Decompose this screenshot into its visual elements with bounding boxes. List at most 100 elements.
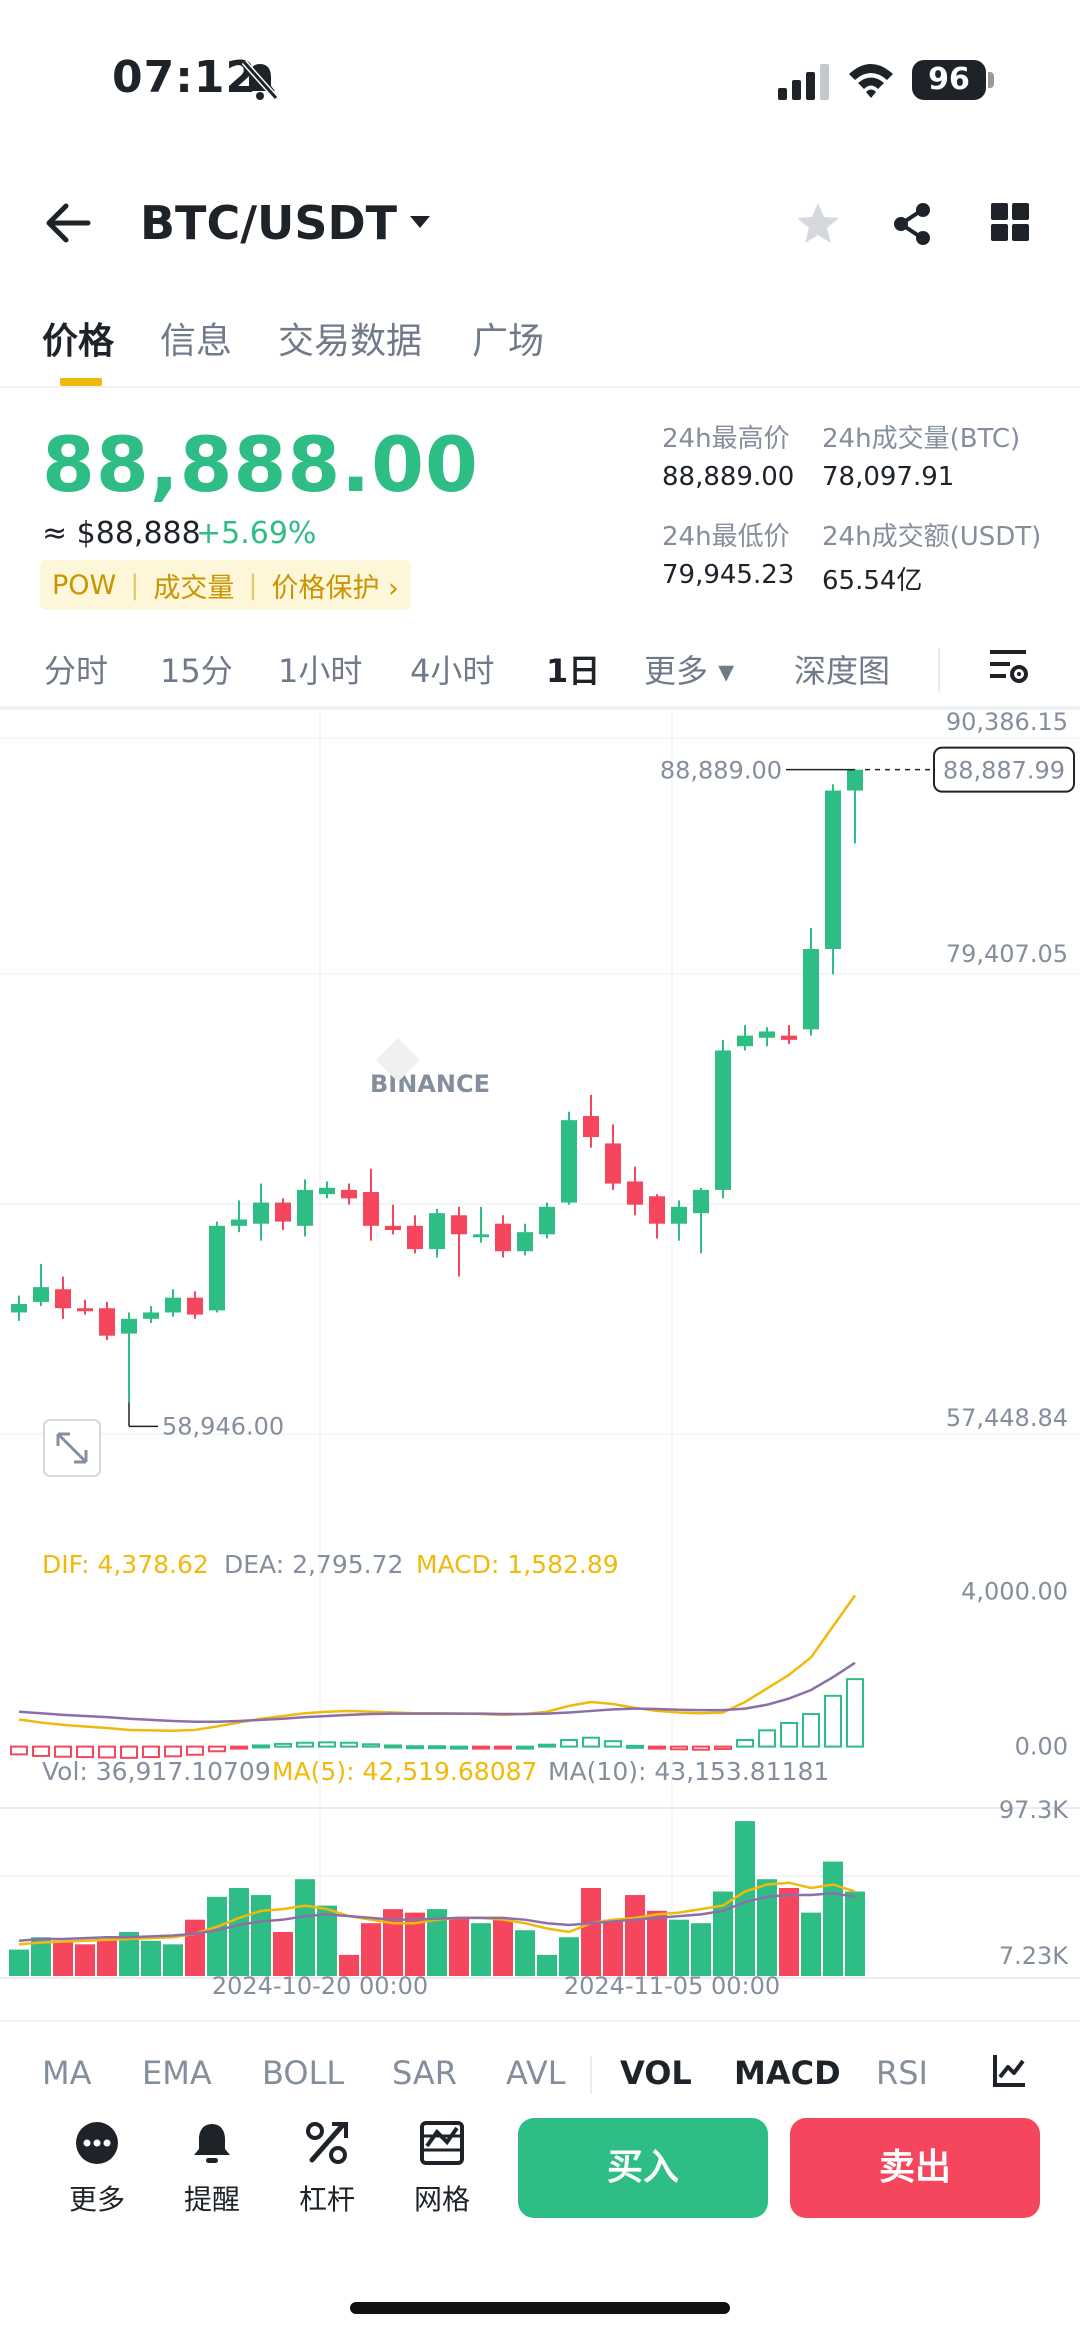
candle-body (451, 1215, 467, 1235)
sell-button[interactable]: 卖出 (790, 2118, 1040, 2218)
interval-4h[interactable]: 4小时 (410, 652, 495, 690)
tag-strip[interactable]: POW | 成交量 | 价格保护 › (40, 560, 411, 610)
volume-bar (119, 1932, 139, 1976)
candlestick-chart[interactable]: BINANCE 90,386.15 79,407.05 57,448.84 88,889… (0, 708, 1080, 1998)
interval-15m[interactable]: 15分 (160, 652, 233, 690)
share-icon[interactable] (888, 200, 936, 248)
volume-bar (845, 1891, 865, 1976)
favorite-star-icon[interactable] (794, 200, 842, 248)
candle-body (209, 1225, 225, 1311)
candle-body (737, 1035, 753, 1047)
volume-bar (97, 1939, 117, 1976)
volume-bar (735, 1821, 755, 1976)
volume-label: Vol: 36,917.10709 (42, 1757, 271, 1786)
leverage-label: 杠杆 (298, 2183, 355, 2216)
depth-chart-tab[interactable]: 深度图 (794, 652, 891, 690)
interval-bar: 分时 15分 1小时 4小时 1日 更多 ▾ 深度图 (0, 640, 1080, 706)
volume-bar (185, 1919, 205, 1976)
macd-histogram-bar (516, 1745, 534, 1750)
volume-bar (75, 1944, 95, 1976)
tab-info[interactable]: 信息 (160, 321, 233, 362)
volume-bar (273, 1932, 293, 1976)
macd-histogram-bar (450, 1745, 468, 1750)
candle-body (671, 1206, 687, 1224)
candle-body (77, 1308, 93, 1312)
macd-histogram-bar (208, 1745, 226, 1753)
macd-histogram-bar (428, 1745, 446, 1750)
macd-histogram-bar (296, 1741, 314, 1748)
candle-body (561, 1120, 577, 1203)
macd-histogram-bar (120, 1745, 138, 1759)
caret-down-icon[interactable] (408, 214, 432, 230)
volume-bar (647, 1910, 667, 1976)
divider (590, 2056, 592, 2094)
macd-histogram-bar (494, 1745, 512, 1750)
battery-nub (988, 72, 994, 88)
macd-histogram-bar (846, 1678, 864, 1748)
candle-body (11, 1304, 27, 1313)
interval-time[interactable]: 分时 (44, 652, 109, 690)
candle-body (121, 1318, 137, 1334)
indicator-vol[interactable]: VOL (620, 2054, 692, 2092)
macd-histogram-bar (362, 1743, 380, 1748)
grid-trading-icon (420, 2121, 464, 2165)
leverage-action[interactable]: 杠杆 (282, 2120, 372, 2218)
candle-body (803, 949, 819, 1030)
interval-1d[interactable]: 1日 (546, 652, 601, 690)
candle-body (143, 1312, 159, 1319)
alert-label: 提醒 (183, 2183, 240, 2216)
volume-bar (515, 1930, 535, 1976)
grid-menu-icon[interactable] (990, 202, 1030, 242)
macd-histogram-bar (714, 1745, 732, 1750)
pair-title[interactable]: BTC/USDT (140, 196, 398, 250)
macd-histogram-bar (32, 1745, 50, 1757)
alert-action[interactable]: 提醒 (167, 2120, 257, 2218)
stat-vol-btc-label: 24h成交量(BTC) (822, 424, 1021, 454)
volume-bar (471, 1923, 491, 1976)
indicator-avl[interactable]: AVL (506, 2054, 566, 2092)
macd-histogram-bar (758, 1729, 776, 1748)
candle-body (55, 1289, 71, 1309)
tab-price[interactable]: 价格 (42, 321, 115, 362)
macd-histogram-bar (76, 1745, 94, 1759)
indicator-ema[interactable]: EMA (142, 2054, 212, 2092)
wifi-icon (849, 64, 893, 98)
interval-1h[interactable]: 1小时 (278, 652, 363, 690)
volume-ma10-label: MA(10): 43,153.81181 (548, 1757, 830, 1786)
more-action[interactable]: 更多 (52, 2120, 142, 2218)
macd-histogram-bar (274, 1742, 292, 1748)
candle-body (231, 1219, 247, 1226)
tag-pow: POW (52, 569, 117, 601)
candle-body (187, 1297, 203, 1315)
tag-separator: | (130, 569, 140, 601)
candle-body (715, 1050, 731, 1190)
macd-histogram-bar (736, 1739, 754, 1748)
macd-histogram-bar (604, 1740, 622, 1748)
candle-body (693, 1189, 709, 1214)
volume-bar (141, 1940, 161, 1976)
stat-low-label: 24h最低价 (662, 522, 790, 552)
buy-button[interactable]: 买入 (518, 2118, 768, 2218)
grid-action[interactable]: 网格 (397, 2120, 487, 2218)
grid-label: 网格 (413, 2183, 470, 2216)
indicator-ma[interactable]: MA (42, 2054, 92, 2092)
tab-trading-data[interactable]: 交易数据 (278, 321, 423, 362)
back-arrow-icon[interactable] (44, 200, 92, 246)
volume-axis-label: 97.3K (999, 1796, 1069, 1824)
interval-more[interactable]: 更多 ▾ (644, 652, 735, 690)
tab-square[interactable]: 广场 (472, 321, 545, 362)
macd-histogram-bar (406, 1745, 424, 1750)
indicator-settings-icon[interactable] (992, 2052, 1028, 2088)
date-axis-label: 2024-10-20 00:00 (212, 1972, 428, 1998)
volume-bar (229, 1888, 249, 1976)
chart-settings-icon[interactable] (988, 644, 1028, 690)
volume-bar (581, 1888, 601, 1976)
candle-body (319, 1187, 335, 1195)
indicator-rsi[interactable]: RSI (876, 2054, 928, 2092)
candle-body (583, 1115, 599, 1138)
candle-body (847, 769, 863, 791)
volume-bar (251, 1895, 271, 1976)
indicator-sar[interactable]: SAR (392, 2054, 458, 2092)
indicator-boll[interactable]: BOLL (262, 2054, 345, 2092)
indicator-macd[interactable]: MACD (734, 2054, 841, 2092)
